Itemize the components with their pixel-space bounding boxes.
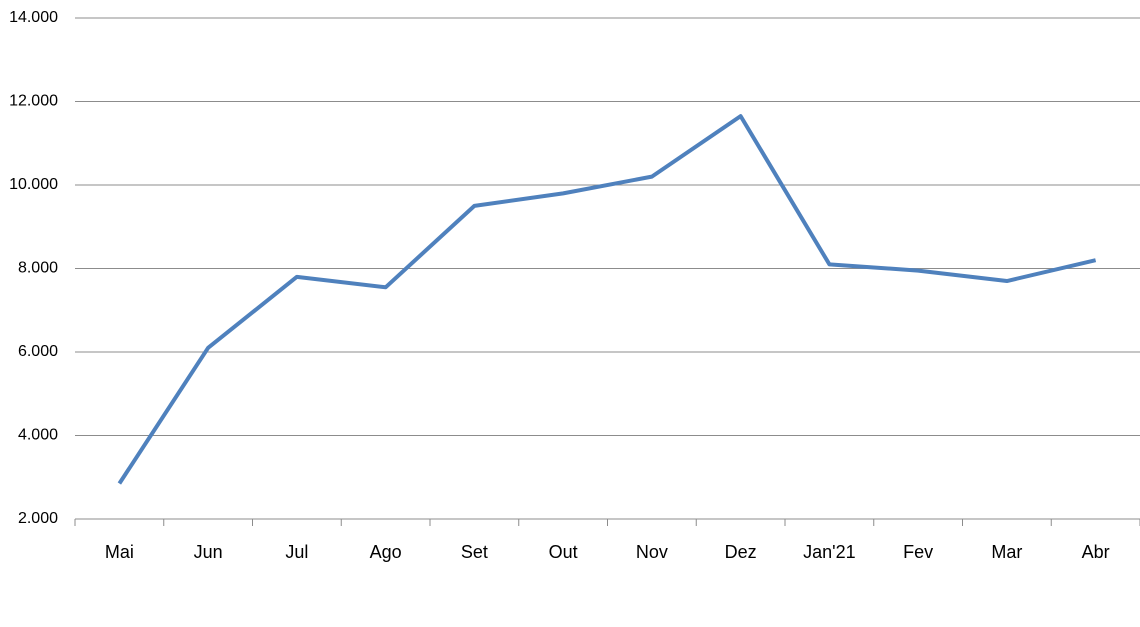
y-tick-label: 8.000: [18, 260, 58, 277]
x-tick-label: Set: [461, 542, 488, 562]
y-tick-label: 14.000: [9, 9, 58, 26]
x-tick-label: Dez: [725, 542, 757, 562]
y-tick-label: 12.000: [9, 93, 58, 110]
x-tick-label: Jan'21: [803, 542, 855, 562]
x-tick-label: Abr: [1082, 542, 1110, 562]
y-tick-label: 10.000: [9, 176, 58, 193]
x-tick-label: Ago: [370, 542, 402, 562]
data-line: [117, 114, 1097, 485]
x-tick-label: Jul: [285, 542, 308, 562]
x-tick-label: Fev: [903, 542, 933, 562]
y-tick-label: 6.000: [18, 343, 58, 360]
x-tick-label: Jun: [194, 542, 223, 562]
x-tick-label: Nov: [636, 542, 668, 562]
y-tick-label: 4.000: [18, 427, 58, 444]
y-tick-label: 2.000: [18, 510, 58, 527]
x-tick-label: Mai: [105, 542, 134, 562]
x-tick-label: Out: [549, 542, 578, 562]
x-tick-label: Mar: [991, 542, 1022, 562]
